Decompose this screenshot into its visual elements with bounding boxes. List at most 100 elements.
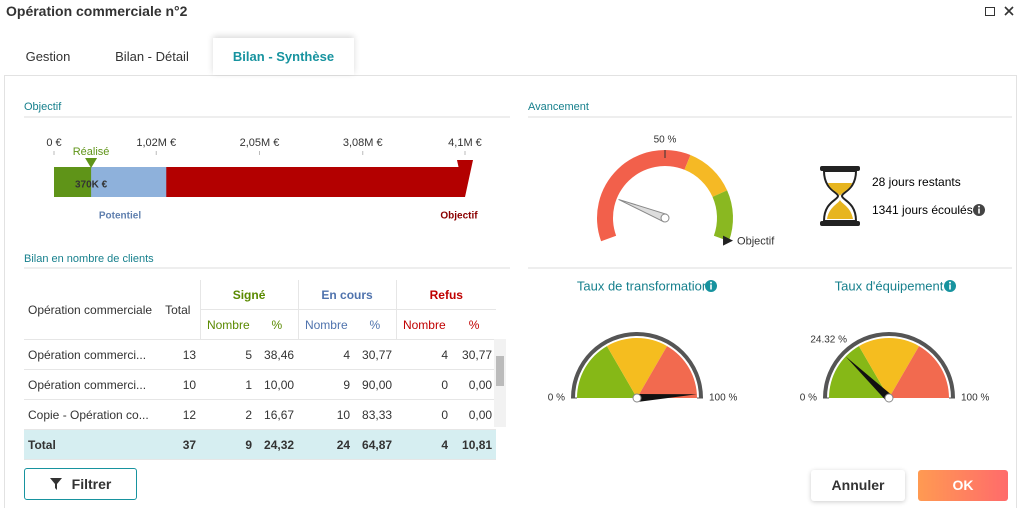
section-heading: Bilan en nombre de clients xyxy=(24,253,154,265)
table-row[interactable]: Copie - Opération co... 12 2 16,67 10 83,33 0 0… xyxy=(24,399,497,430)
total-row: Total 37 9 24,32 24 64,87 4 10,81 xyxy=(24,429,497,460)
table-cell: Copie - Opération co... xyxy=(24,399,157,430)
window-title: Opération commerciale n°2 xyxy=(6,3,188,19)
gauge-band xyxy=(858,338,920,398)
total-cell: 9 xyxy=(200,429,257,460)
tab[interactable]: Bilan - Détail xyxy=(115,49,189,64)
header-row: Nombre% Nombre% Nombre% xyxy=(24,309,497,340)
sub-header: % xyxy=(354,309,397,340)
info-icon[interactable] xyxy=(705,280,717,292)
table-head: Opération commerciale Total Signé En cours R… xyxy=(24,280,497,340)
gauge-band xyxy=(606,338,668,398)
scroll-thumb[interactable] xyxy=(496,356,504,386)
filter-button[interactable]: Filtrer xyxy=(24,468,137,500)
table-cell: 13 xyxy=(156,339,201,370)
info-icon[interactable] xyxy=(944,280,956,292)
realise-label: Réalisé xyxy=(73,146,110,158)
gauge-tick-label: 50 % xyxy=(654,135,677,146)
table-cell: Opération commerci... xyxy=(24,339,157,370)
table-cell: 2 xyxy=(200,399,257,430)
sub-header: Nombre xyxy=(297,309,355,340)
total-cell: Total xyxy=(24,429,157,460)
section-heading: Objectif xyxy=(24,101,62,113)
target-label: Objectif xyxy=(737,235,775,247)
sub-header: Nombre xyxy=(395,309,453,340)
gauge-title: Taux d'équipement xyxy=(835,278,944,293)
table-body: Opération commerci... 13 5 38,46 4 30,77 4 30,7… xyxy=(24,339,497,460)
table-cell: 30,77 xyxy=(354,339,397,370)
table-cell: 83,33 xyxy=(354,399,397,430)
table-container: Opération commerciale Total Signé En cours R… xyxy=(24,280,510,460)
gauge-band xyxy=(684,154,728,197)
section-heading: Avancement xyxy=(528,101,589,113)
gauge-needle xyxy=(845,356,892,401)
realise-value: 370K € xyxy=(75,180,108,191)
total-cell: 24,32 xyxy=(256,429,299,460)
objectif-label: Objectif xyxy=(440,211,478,222)
info-icon[interactable] xyxy=(973,204,985,216)
gauge-needle xyxy=(618,198,668,223)
tab[interactable]: Gestion xyxy=(25,49,71,64)
content-panel xyxy=(4,75,1017,508)
table-cell: 0 xyxy=(396,369,453,400)
group-header: Signé xyxy=(199,280,299,310)
table-cell: 0,00 xyxy=(452,399,497,430)
table-row[interactable]: Opération commerci... 10 1 10,00 9 90,00 0 0,00 xyxy=(24,369,497,400)
table-cell: 30,77 xyxy=(452,339,497,370)
needle-pivot xyxy=(660,213,670,223)
header-row: Opération commerciale Total Signé En cours R… xyxy=(24,280,497,340)
gauge-tick-label: 100 % xyxy=(961,393,989,404)
column-header: Opération commerciale xyxy=(24,280,157,340)
gauge-band xyxy=(712,190,733,242)
table-cell: 16,67 xyxy=(256,399,299,430)
cancel-button[interactable]: Annuler xyxy=(811,470,905,501)
table-cell: 1 xyxy=(200,369,257,400)
group-header: En cours xyxy=(297,280,397,310)
gauge-band xyxy=(577,346,637,398)
x-tick-label: 3,08M € xyxy=(343,137,383,149)
table-cell: 10 xyxy=(298,399,355,430)
total-cell: 4 xyxy=(396,429,453,460)
sub-header: % xyxy=(256,309,299,340)
table-cell: 9 xyxy=(298,369,355,400)
table-cell: 38,46 xyxy=(256,339,299,370)
gauge-tick-label: 100 % xyxy=(709,393,737,404)
sub-header: Nombre xyxy=(199,309,257,340)
sub-header: % xyxy=(452,309,497,340)
button-label: Filtrer xyxy=(71,476,112,492)
days-elapsed: 1341 jours écoulés xyxy=(872,203,973,217)
close-button[interactable] xyxy=(1004,6,1014,16)
table-cell: 90,00 xyxy=(354,369,397,400)
clients-table: Opération commerciale Total Signé En cours R… xyxy=(24,280,497,460)
maximize-button[interactable] xyxy=(985,7,995,16)
ok-button[interactable]: OK xyxy=(918,470,1008,501)
potentiel-label: Potentiel xyxy=(99,211,141,222)
gauge-band xyxy=(596,149,691,242)
realise-marker xyxy=(85,158,98,168)
total-cell: 24 xyxy=(298,429,355,460)
table-row[interactable]: Opération commerci... 13 5 38,46 4 30,77 4 30,7… xyxy=(24,339,497,370)
table-cell: 4 xyxy=(298,339,355,370)
total-cell: 64,87 xyxy=(354,429,397,460)
objectif-marker xyxy=(457,160,473,197)
gauge-tick-label: 0 % xyxy=(548,393,565,404)
table-cell: Opération commerci... xyxy=(24,369,157,400)
table-cell: 10,00 xyxy=(256,369,299,400)
filter-icon xyxy=(49,478,62,490)
gauge-needle xyxy=(636,394,697,402)
target-marker xyxy=(723,235,734,246)
needle-pivot xyxy=(632,393,642,403)
total-cell: 37 xyxy=(156,429,201,460)
tab[interactable]: Bilan - Synthèse xyxy=(213,38,354,75)
total-cell: 10,81 xyxy=(452,429,497,460)
gauge-value-label: 24.32 % xyxy=(810,335,847,346)
x-tick-label: 2,05M € xyxy=(240,137,280,149)
gauge-band xyxy=(637,346,697,398)
scrollbar[interactable] xyxy=(494,339,506,427)
realise-bar xyxy=(54,167,92,197)
x-tick-label: 1,02M € xyxy=(136,137,176,149)
days-remaining: 28 jours restants xyxy=(872,175,961,189)
gauge-title: Taux de transformation xyxy=(577,278,709,293)
